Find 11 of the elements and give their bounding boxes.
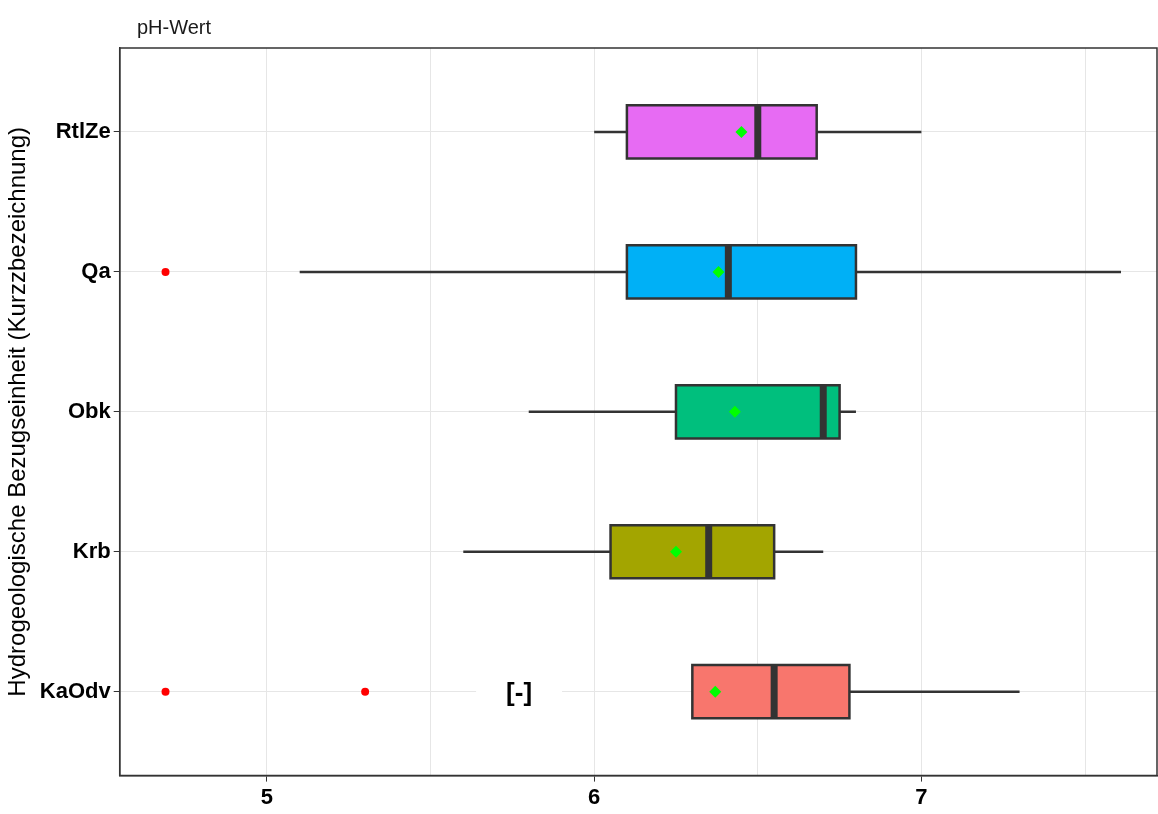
- annotation: [-]: [506, 676, 533, 707]
- y-tick-label: Obk: [67, 397, 112, 423]
- chart-title: pH-Wert: [137, 16, 212, 39]
- x-tick-label: 6: [588, 783, 601, 809]
- y-tick-label: Krb: [72, 537, 111, 563]
- y-tick-label: KaOdv: [39, 677, 112, 703]
- y-tick-label: RtlZe: [55, 118, 111, 144]
- x-tick-label: 7: [915, 783, 928, 809]
- y-tick-label: Qa: [81, 257, 112, 283]
- x-tick-label: 5: [260, 783, 274, 809]
- y-axis-title: Hydrogeologische Bezugseinheit (Kurzzbezeichnung): [3, 126, 31, 697]
